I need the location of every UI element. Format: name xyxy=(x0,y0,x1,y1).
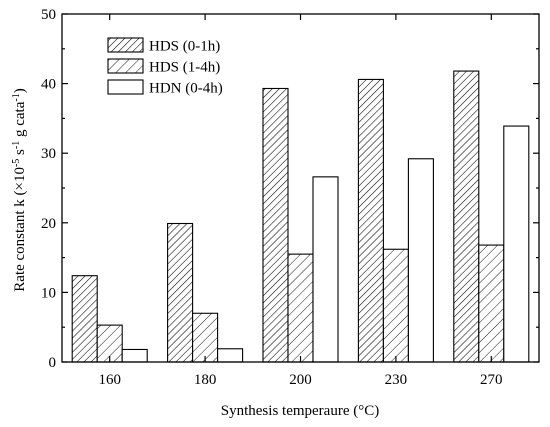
legend-label: HDS (0-1h) xyxy=(149,39,220,55)
y-axis-title-base: Rate constant k (×10 xyxy=(12,167,28,292)
bar-180-series-3 xyxy=(217,348,244,363)
bar-160-series-3 xyxy=(121,348,148,363)
legend-label: HDS (1-4h) xyxy=(149,60,220,76)
y-axis-title-mid1: s xyxy=(12,149,28,159)
x-tick-label: 160 xyxy=(98,372,121,388)
bar-200-series-3 xyxy=(312,176,339,363)
x-tick-label: 180 xyxy=(194,372,217,388)
y-tick-label: 20 xyxy=(41,216,56,232)
x-tick-label: 200 xyxy=(289,372,312,388)
y-axis-title: Rate constant k (×10-5 s-1 g cata-1) xyxy=(11,88,29,291)
y-axis-title-exp3: -1 xyxy=(11,93,22,101)
bar-230-series-3 xyxy=(407,158,434,363)
y-axis-title-exp1: -5 xyxy=(11,159,22,167)
x-tick-label: 270 xyxy=(480,372,503,388)
y-axis-title-tail: ) xyxy=(12,88,28,93)
bar-230-series-1 xyxy=(357,78,384,363)
legend-swatch xyxy=(107,58,144,74)
bar-270-series-2 xyxy=(478,244,505,363)
bar-200-series-1 xyxy=(262,87,289,363)
bar-160-series-2 xyxy=(96,324,123,363)
bar-270-series-1 xyxy=(453,70,480,363)
legend-label: HDN (0-4h) xyxy=(149,81,223,97)
y-axis-title-mid2: g cata xyxy=(12,101,28,140)
legend: HDS (0-1h) HDS (1-4h) HDN (0-4h) xyxy=(107,37,223,97)
bar-270-series-3 xyxy=(503,125,530,363)
legend-swatch xyxy=(107,79,144,95)
x-axis-ticks: 160 180 200 230 270 xyxy=(98,14,503,388)
x-tick-label: 230 xyxy=(385,372,408,388)
bar-200-series-2 xyxy=(287,253,314,363)
y-axis-title-exp2: -1 xyxy=(11,141,22,149)
y-tick-label: 50 xyxy=(41,7,56,23)
bar-180-series-2 xyxy=(192,312,219,363)
bar-180-series-1 xyxy=(167,222,194,363)
bars-group xyxy=(71,70,530,363)
y-tick-label: 10 xyxy=(41,285,56,301)
y-axis-ticks: 0 10 20 30 40 50 xyxy=(41,7,539,371)
bar-160-series-1 xyxy=(71,275,98,363)
y-tick-label: 40 xyxy=(41,77,56,93)
y-tick-label: 0 xyxy=(49,355,57,371)
x-axis-title: Synthesis temperaure (°C) xyxy=(221,403,379,419)
y-tick-label: 30 xyxy=(41,146,56,162)
bar-230-series-2 xyxy=(382,248,409,363)
legend-swatch xyxy=(107,37,144,53)
